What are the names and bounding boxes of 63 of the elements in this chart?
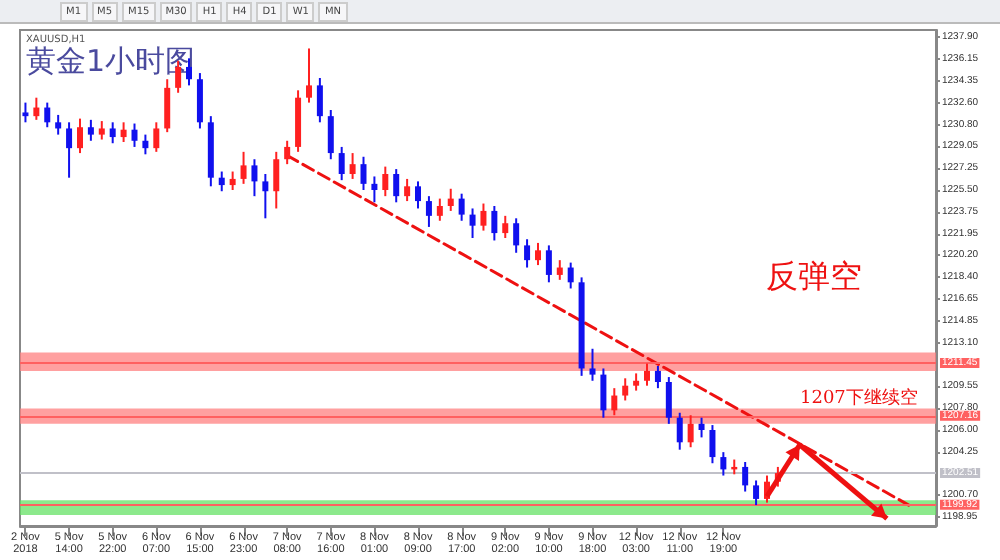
candlestick	[513, 217, 520, 254]
candlestick	[305, 47, 312, 104]
candlestick	[131, 122, 138, 148]
candlestick	[393, 168, 400, 204]
candlestick	[600, 367, 607, 419]
candlestick	[676, 411, 683, 451]
candlestick	[480, 202, 487, 232]
candlestick	[164, 78, 171, 134]
candlestick	[447, 187, 454, 212]
candlestick	[404, 177, 411, 203]
candlestick	[556, 259, 563, 281]
candlestick	[360, 155, 367, 191]
candlestick	[709, 424, 716, 465]
annotation: 1207下继续空	[800, 386, 918, 409]
candlestick	[22, 101, 29, 124]
candlestick	[720, 451, 727, 477]
candlestick	[753, 479, 760, 507]
candlestick	[273, 150, 280, 210]
candlestick	[425, 195, 432, 228]
candlestick	[534, 241, 541, 267]
candlestick	[644, 362, 651, 387]
candlestick	[240, 150, 247, 185]
candlestick	[622, 377, 629, 402]
candlestick	[545, 244, 552, 284]
candlestick	[458, 192, 465, 222]
candlestick	[262, 173, 269, 220]
candlestick	[33, 96, 40, 121]
candlestick	[687, 414, 694, 449]
candlestick	[87, 118, 94, 142]
candlestick	[284, 139, 291, 166]
candlestick	[742, 461, 749, 493]
annotation: 反弹空	[766, 257, 862, 295]
candlestick	[120, 121, 127, 143]
candlestick	[44, 101, 51, 129]
candlestick	[589, 347, 596, 382]
candlestick	[382, 165, 389, 198]
candlestick	[698, 416, 705, 439]
candlestick	[109, 121, 116, 145]
candlestick	[98, 120, 105, 141]
candlestick	[55, 113, 62, 136]
candlestick	[142, 133, 149, 156]
candlestick	[251, 158, 258, 198]
candlestick	[196, 72, 203, 130]
candlestick	[469, 207, 476, 239]
candlestick	[66, 121, 73, 179]
candlestick	[665, 376, 672, 425]
candlestick	[316, 77, 323, 124]
candlestick	[153, 121, 160, 153]
candlestick	[491, 205, 498, 242]
candlestick	[567, 261, 574, 290]
candlestick	[349, 152, 356, 180]
candlestick	[218, 170, 225, 193]
candlestick	[654, 365, 661, 390]
candlestick	[524, 238, 531, 269]
candlestick	[338, 145, 345, 182]
candlestick	[76, 117, 83, 155]
candlestick	[229, 170, 236, 191]
candlestick	[611, 387, 618, 417]
candlestick	[371, 175, 378, 204]
candlestick	[502, 214, 509, 239]
candlestick	[327, 109, 334, 161]
candlestick	[415, 180, 422, 210]
candlestick	[436, 197, 443, 222]
